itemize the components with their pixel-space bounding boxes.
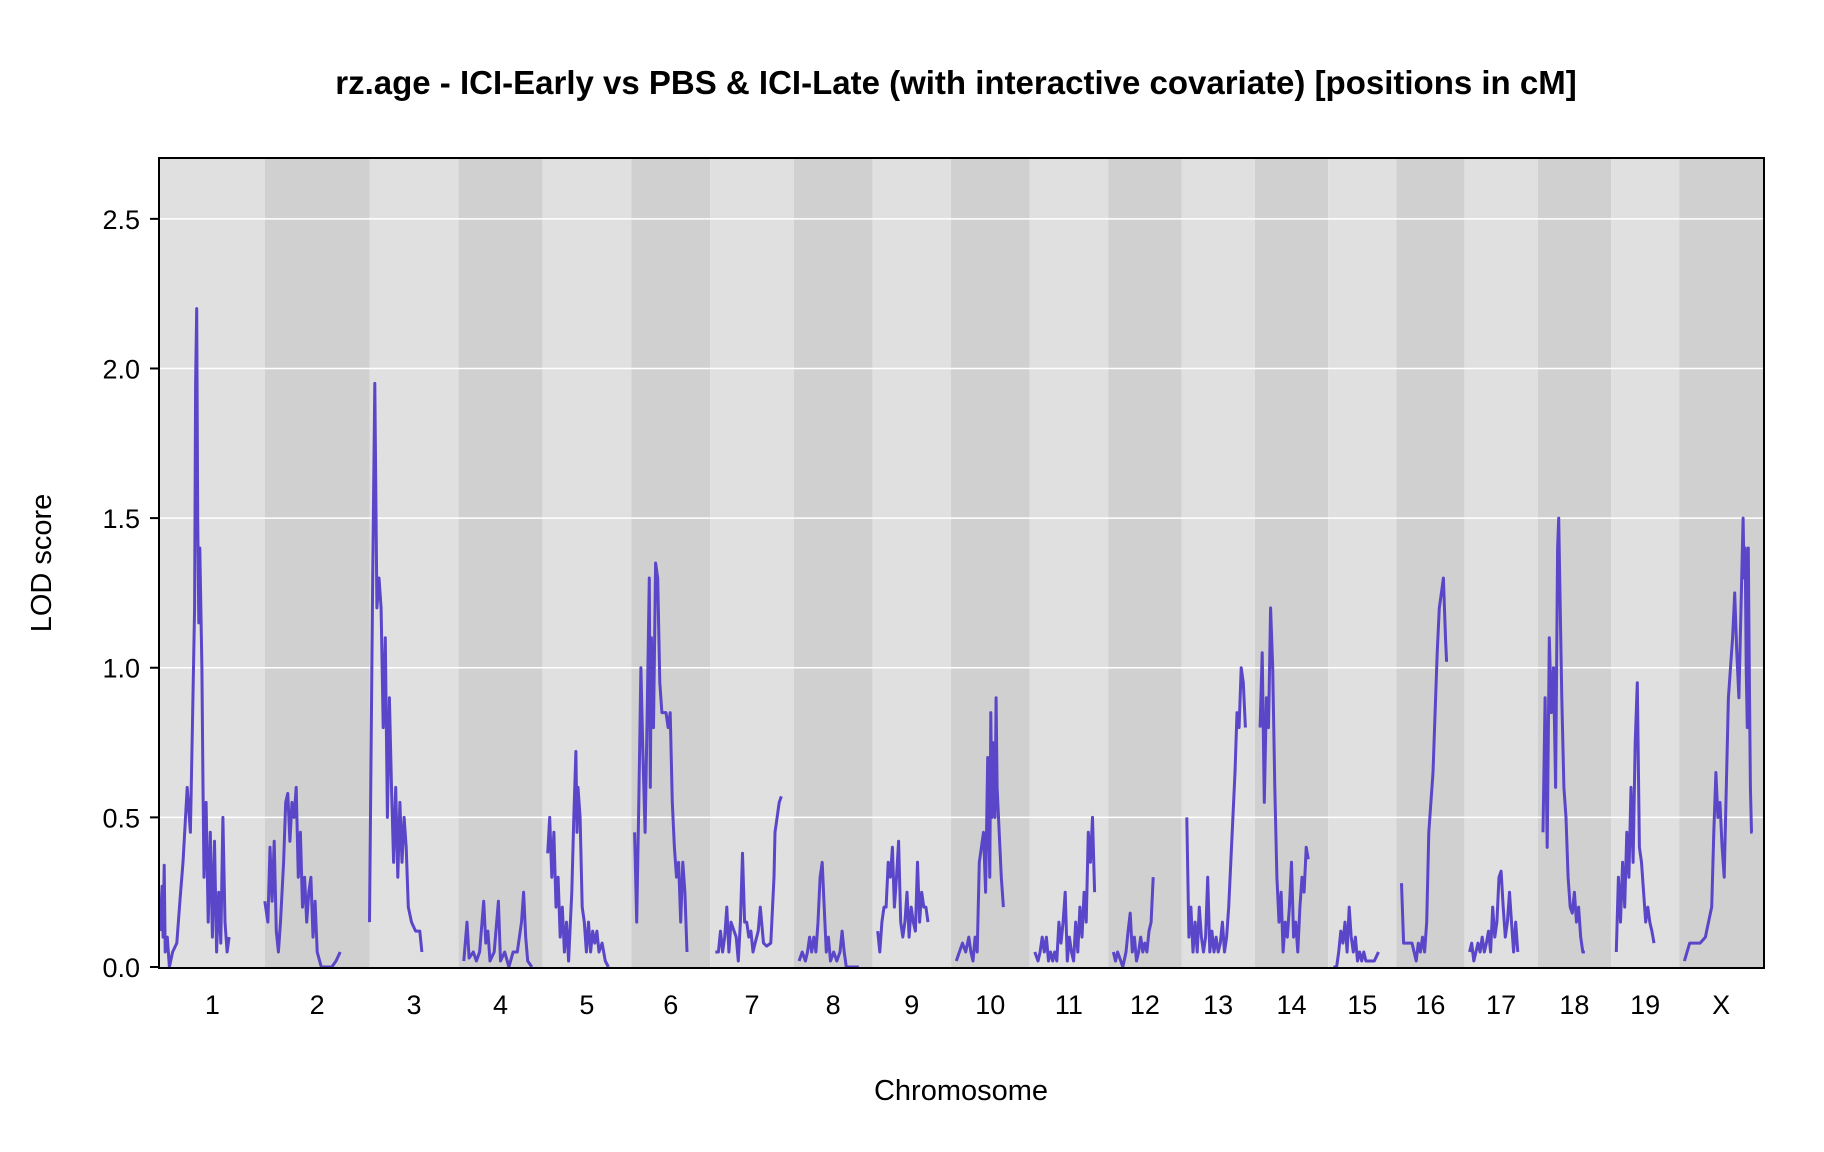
x-tick-label: 19 [1630,990,1660,1020]
lod-line-chr-11 [1033,815,1097,963]
band-chr-4 [458,159,543,967]
band-chr-2 [264,159,370,967]
band-chr-8 [793,159,873,967]
lod-line-chr-7 [715,795,783,963]
band-chr-5 [542,159,632,967]
lod-line-chr-18 [1541,516,1585,954]
y-tick-label: 1.5 [102,504,140,534]
band-chr-15 [1328,159,1397,967]
lod-line-chr-8 [797,860,859,969]
y-tick-label: 2.0 [102,354,140,384]
gridlines [160,218,1763,819]
band-chr-9 [872,159,952,967]
lod-line-chr-16 [1400,576,1449,963]
band-chr-7 [710,159,794,967]
band-chr-18 [1537,159,1612,967]
lod-line-chr-9 [876,839,930,954]
x-tick-label: 12 [1130,990,1160,1020]
x-tick-label: 7 [744,990,759,1020]
x-axis-label: Chromosome [874,1075,1048,1107]
y-axis: 0.0 0.5 1.0 1.5 2.0 2.5 [102,205,159,983]
band-chr-12 [1108,159,1182,967]
x-tick-label: 17 [1486,990,1516,1020]
y-tick-label: 0.5 [102,803,140,833]
x-tick-label: 18 [1559,990,1589,1020]
x-tick-label: 5 [579,990,594,1020]
x-tick-label: 15 [1347,990,1377,1020]
band-chr-11 [1029,159,1109,967]
lod-line-chr-1 [158,307,231,969]
y-tick-label: 2.5 [102,205,140,235]
x-tick-label: 16 [1415,990,1445,1020]
chart-title: rz.age - ICI-Early vs PBS & ICI-Late (wi… [335,64,1576,101]
lod-line-chr-15 [1333,905,1380,969]
x-tick-label: 11 [1055,990,1083,1020]
chromosome-bands [160,159,1763,967]
lod-line-chr-6 [633,561,689,953]
plot-frame [158,157,1765,969]
x-tick-label: 3 [407,990,422,1020]
lod-line-chr-13 [1185,666,1247,954]
band-chr-16 [1396,159,1465,967]
lod-line-chr-5 [546,750,610,968]
x-tick-label: X [1712,990,1730,1020]
lod-line-chr-14 [1258,606,1310,954]
lod-line-chr-19 [1614,681,1656,953]
lod-line-chr-4 [462,890,534,969]
x-axis: 1 2 3 4 5 6 7 8 9 10 11 12 13 14 15 16 17 18 19 X [205,990,1730,1020]
band-chr-6 [631,159,711,967]
lod-line-chr-X [1682,516,1753,962]
lod-line-chr-2 [263,785,342,969]
x-tick-label: 9 [904,990,919,1020]
x-tick-label: 2 [310,990,325,1020]
lod-line-chr-12 [1111,877,1155,969]
lod-line-chr-17 [1468,869,1520,963]
lod-line-chr-10 [954,696,1005,963]
x-tick-label: 10 [975,990,1005,1020]
band-chr-1 [160,159,265,967]
y-axis-label: LOD score [26,494,58,633]
band-chr-13 [1181,159,1255,967]
band-chr-17 [1464,159,1538,967]
x-tick-label: 4 [493,990,508,1020]
band-chr-19 [1611,159,1680,967]
x-tick-label: 13 [1203,990,1233,1020]
x-tick-label: 14 [1277,990,1307,1020]
y-tick-label: 0.0 [102,953,140,983]
x-tick-label: 8 [826,990,841,1020]
y-tick-label: 1.0 [102,654,140,684]
lod-series [158,307,1753,969]
lod-line-chr-3 [368,381,424,953]
band-chr-14 [1254,159,1329,967]
x-tick-label: 1 [205,990,220,1020]
band-chr-3 [369,159,459,967]
x-tick-label: 6 [663,990,678,1020]
